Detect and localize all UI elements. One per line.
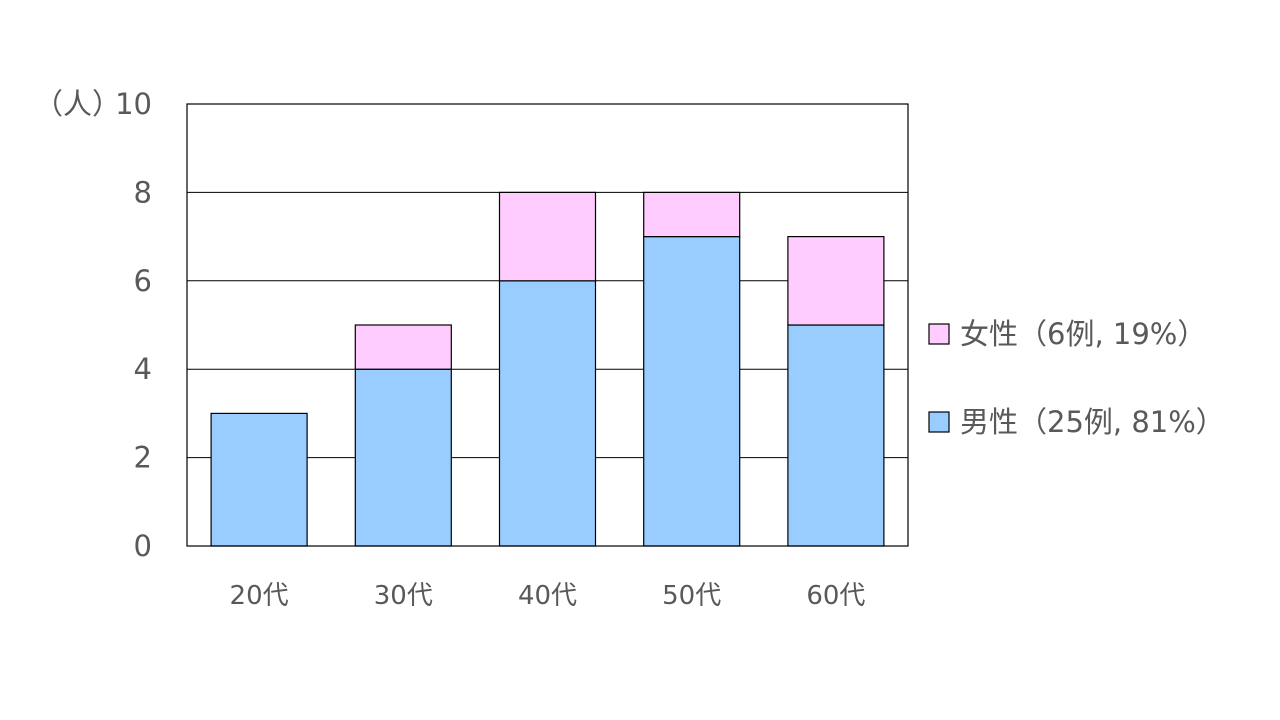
bar-segment-male	[498, 280, 597, 547]
bar-segment-male	[643, 236, 741, 547]
x-axis: 20代 30代 40代 50代 60代	[230, 581, 866, 611]
y-tick-label: 0	[134, 529, 152, 563]
legend-item: 女性（6例, 19%）	[928, 317, 1206, 351]
bar-segment-male	[354, 368, 452, 547]
bar-segment-female	[787, 236, 885, 326]
legend: 女性（6例, 19%） 男性（25例, 81%）	[928, 317, 1225, 439]
legend-label: 女性（6例, 19%）	[960, 317, 1206, 351]
y-tick-label: 4	[134, 352, 152, 386]
x-tick-label: 50代	[662, 581, 721, 611]
bar-segment-female	[498, 191, 597, 282]
x-tick-label: 60代	[806, 581, 865, 611]
y-tick-label: 8	[134, 175, 152, 209]
y-tick-label: 2	[134, 441, 152, 475]
legend-swatch	[928, 323, 950, 345]
legend-swatch	[928, 411, 950, 433]
y-tick-label: 6	[134, 264, 152, 298]
x-tick-label: 40代	[518, 581, 577, 611]
x-tick-label: 30代	[374, 581, 433, 611]
bar-segment-male	[787, 324, 885, 547]
y-axis: （人） 0 2 4 6 8 10	[34, 87, 152, 563]
bar-segment-female	[643, 191, 741, 238]
legend-label: 男性（25例, 81%）	[960, 405, 1225, 439]
bar-segment-female	[354, 324, 452, 370]
y-axis-unit-label: （人）	[34, 87, 121, 121]
legend-item: 男性（25例, 81%）	[928, 405, 1225, 439]
bars	[210, 191, 885, 547]
y-tick-label: 10	[115, 87, 152, 121]
bar-segment-male	[210, 412, 308, 547]
plot-area-frame	[186, 103, 909, 547]
x-tick-label: 20代	[230, 581, 289, 611]
